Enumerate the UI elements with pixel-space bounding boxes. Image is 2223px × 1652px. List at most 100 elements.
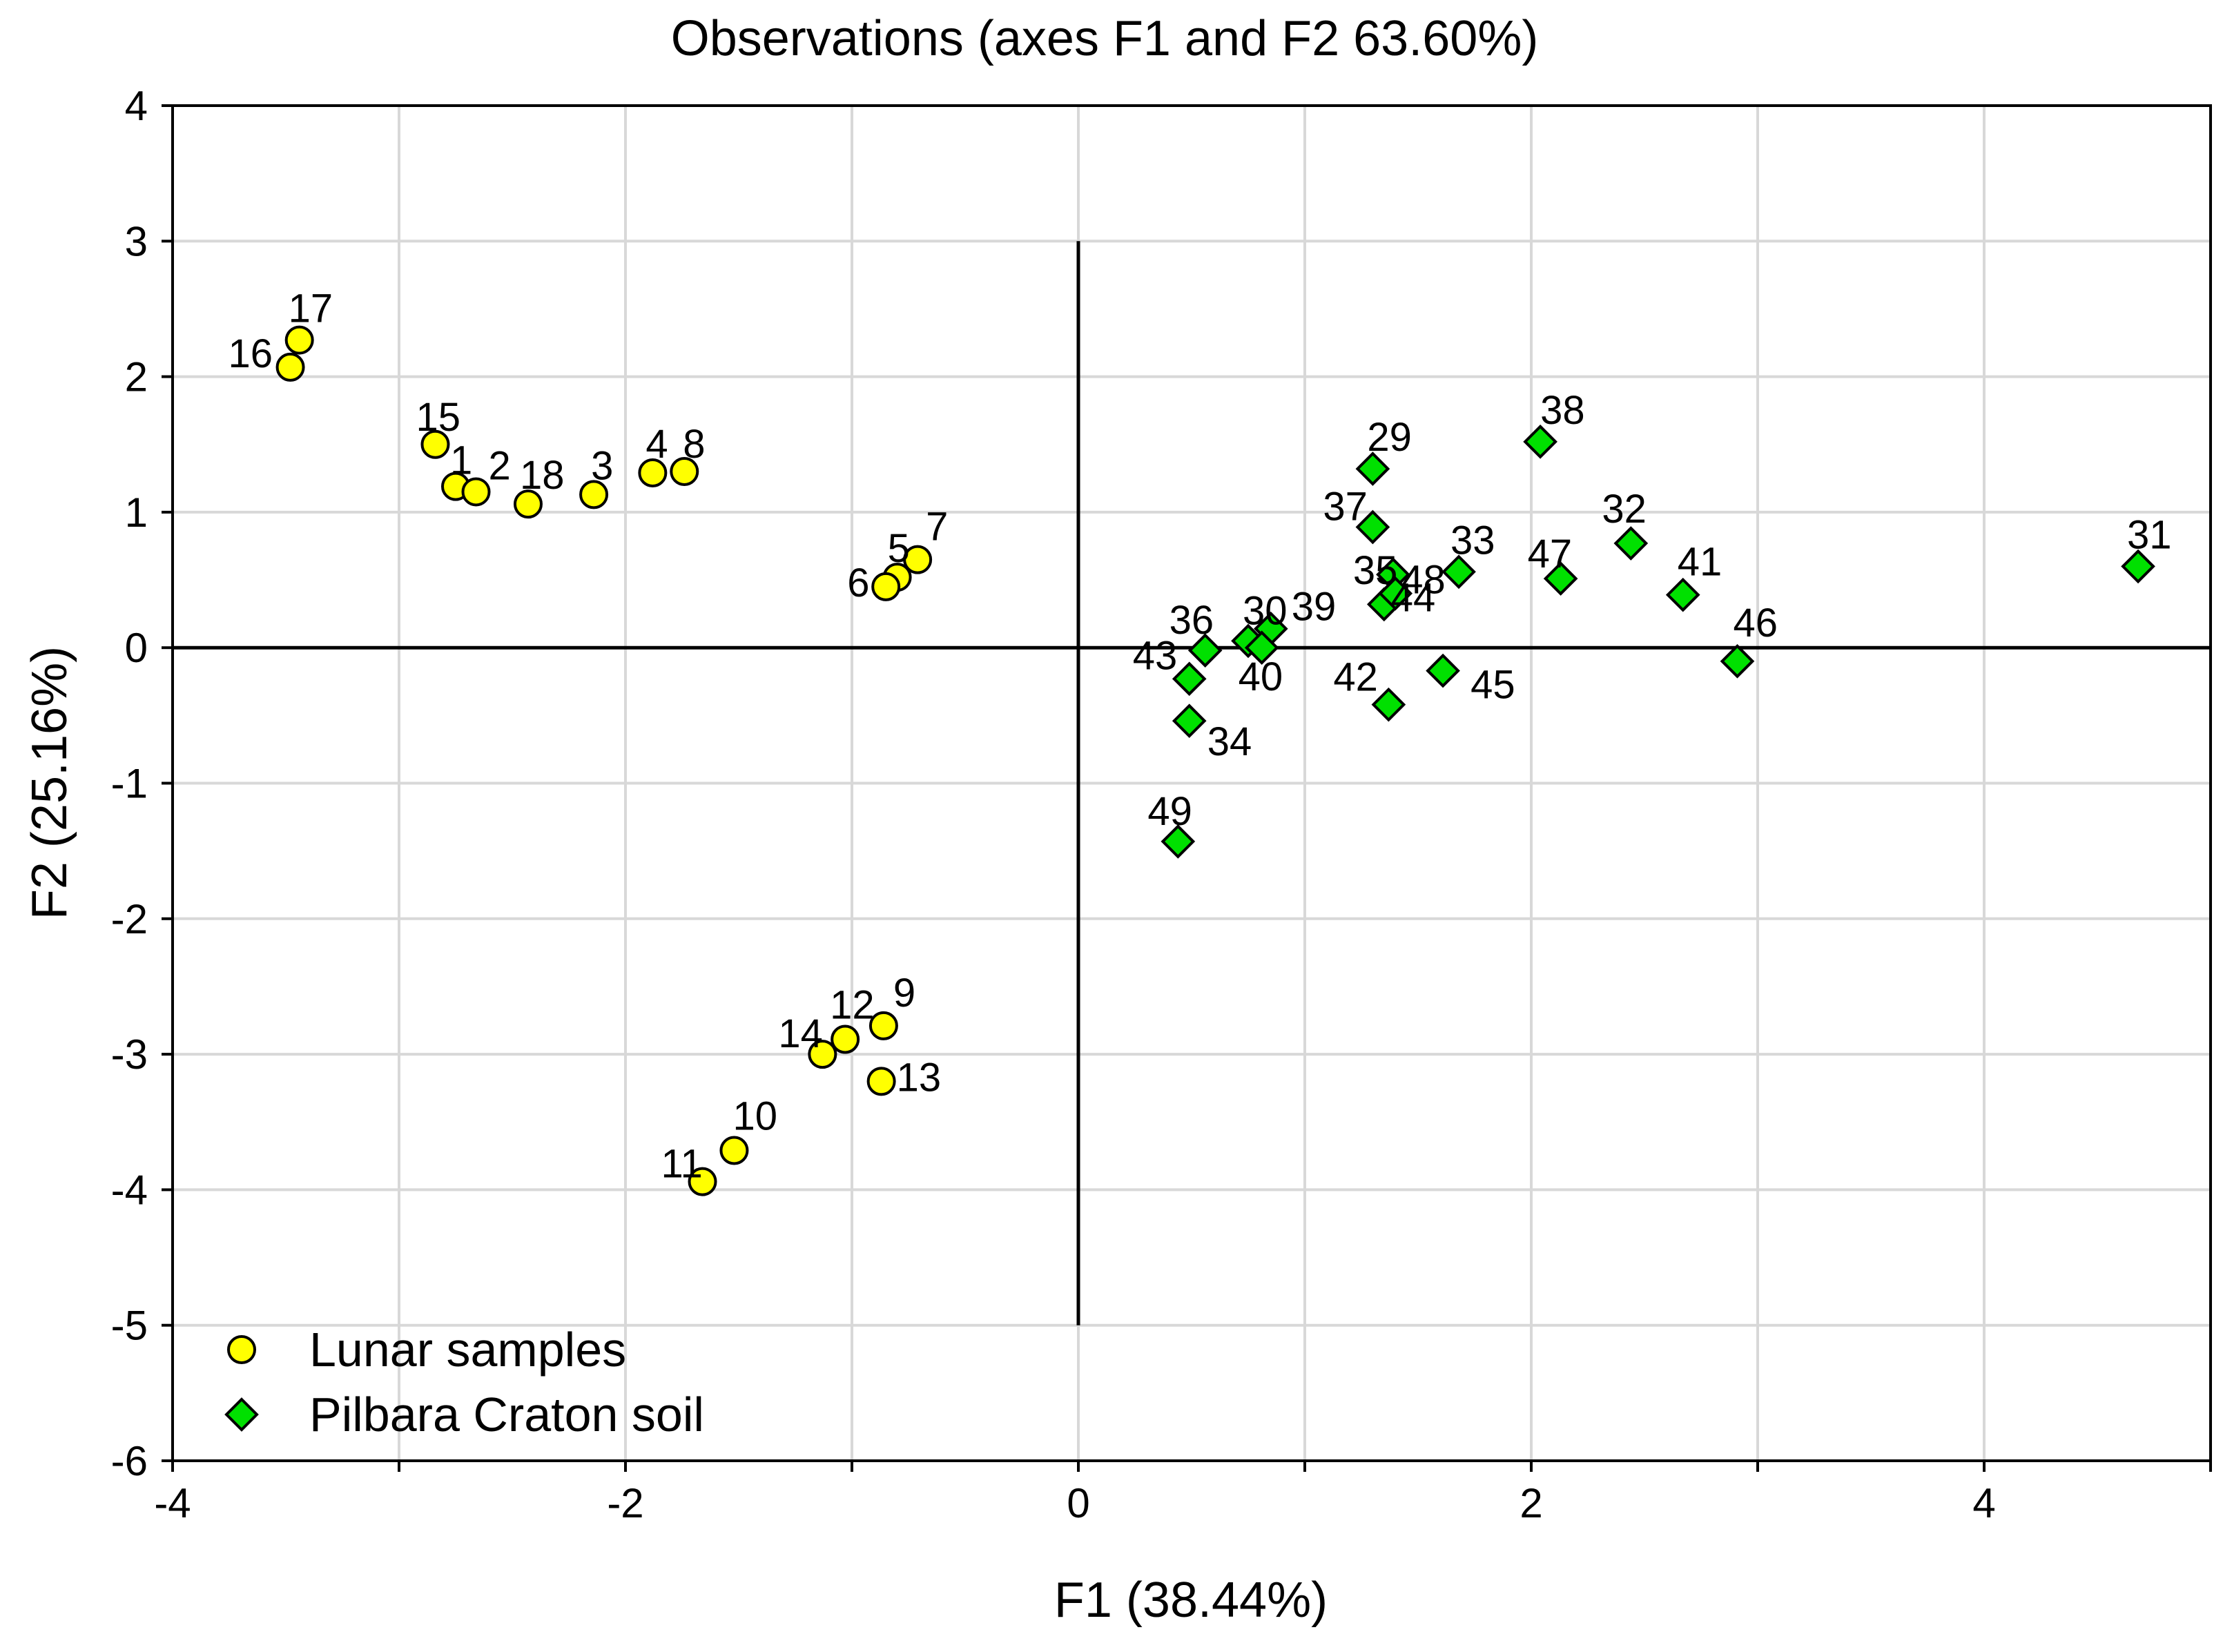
point-label-15: 15 [416,395,460,440]
point-label-7: 7 [926,505,948,550]
point-label-36: 36 [1169,598,1214,643]
point-label-39: 39 [1292,585,1337,630]
point-pilbara-craton-soil-33 [1441,554,1476,590]
point-label-34: 34 [1207,719,1252,764]
point-label-44: 44 [1391,575,1436,620]
y-tick-label: -6 [111,1438,148,1484]
grid-lines [173,106,2211,1461]
x-tick-label: 2 [1520,1480,1542,1526]
point-label-42: 42 [1333,655,1378,700]
point-label-38: 38 [1540,388,1585,433]
point-label-41: 41 [1678,540,1722,585]
point-label-17: 17 [289,286,333,331]
point-pilbara-craton-soil-47 [1543,561,1578,596]
y-tick-label: -4 [111,1167,148,1213]
legend-marker-lunar-samples [227,1335,256,1364]
point-lunar-samples-18 [513,489,543,519]
point-lunar-samples-6 [871,572,901,601]
point-label-16: 16 [229,331,273,376]
y-tick-label: 2 [125,354,148,400]
y-tick-label: -1 [111,761,148,807]
point-pilbara-craton-soil-40 [1244,630,1279,665]
y-tick-label: -2 [111,896,148,942]
point-label-47: 47 [1528,532,1573,576]
point-label-32: 32 [1602,487,1647,532]
point-label-5: 5 [888,526,910,571]
point-pilbara-craton-soil-32 [1613,526,1649,561]
point-pilbara-craton-soil-31 [2121,549,2155,584]
y-tick-label: 1 [125,489,148,536]
point-label-48: 48 [1401,558,1446,603]
point-pilbara-craton-soil-38 [1523,424,1557,459]
point-pilbara-craton-soil-41 [1665,577,1700,612]
legend: Lunar samples Pilbara Craton soil [224,1323,704,1441]
point-pilbara-craton-soil-37 [1355,509,1390,545]
point-label-43: 43 [1133,633,1178,678]
point-label-18: 18 [520,453,565,498]
point-pilbara-craton-soil-29 [1355,451,1390,486]
y-tick-label: -3 [111,1031,148,1078]
point-pilbara-craton-soil-46 [1720,644,1755,679]
point-lunar-samples-2 [461,477,491,507]
point-lunar-samples-14 [808,1040,837,1069]
point-label-37: 37 [1323,484,1368,529]
point-label-12: 12 [830,983,875,1028]
point-lunar-samples-17 [284,325,314,355]
point-label-40: 40 [1239,654,1283,699]
point-pilbara-craton-soil-42 [1371,687,1406,722]
point-label-45: 45 [1470,663,1515,708]
point-lunar-samples-9 [868,1011,898,1040]
point-pilbara-craton-soil-49 [1161,824,1196,859]
y-tick-label: 4 [125,83,148,129]
point-lunar-samples-13 [866,1067,896,1096]
y-tick-label: -5 [111,1303,148,1349]
point-label-2: 2 [489,443,511,488]
x-tick-label: 0 [1067,1480,1089,1526]
point-lunar-samples-10 [719,1136,749,1165]
point-pilbara-craton-soil-36 [1187,633,1223,668]
point-lunar-samples-11 [688,1167,717,1196]
point-label-35: 35 [1353,548,1398,593]
point-lunar-samples-12 [831,1024,860,1054]
point-pilbara-craton-soil-45 [1426,653,1460,688]
point-pilbara-craton-soil-34 [1172,703,1207,739]
point-label-49: 49 [1147,789,1192,834]
y-tick-label: 3 [125,218,148,264]
point-label-29: 29 [1367,415,1412,460]
chart-title: Observations (axes F1 and F2 63.60%) [671,11,1539,66]
point-label-14: 14 [778,1011,823,1056]
point-pilbara-craton-soil-43 [1172,661,1207,697]
x-tick-label: -2 [607,1480,643,1526]
point-label-30: 30 [1243,588,1288,633]
point-lunar-samples-16 [275,352,305,382]
x-tick-label: -4 [154,1480,191,1526]
point-lunar-samples-4 [638,458,668,487]
point-lunar-samples-7 [903,545,933,574]
point-label-11: 11 [661,1142,703,1187]
point-label-8: 8 [683,422,705,467]
point-label-31: 31 [2127,512,2172,557]
point-lunar-samples-8 [670,457,699,487]
point-lunar-samples-3 [579,480,609,509]
point-label-13: 13 [897,1055,942,1100]
point-label-33: 33 [1450,518,1495,563]
data-points [275,325,2155,1196]
point-lunar-samples-15 [420,429,450,459]
point-label-9: 9 [893,971,915,1016]
point-label-3: 3 [591,443,613,488]
legend-marker-pilbara-craton-soil [224,1397,259,1432]
point-label-6: 6 [847,561,869,605]
point-label-10: 10 [732,1094,777,1138]
point-label-1: 1 [450,438,472,483]
y-axis-title: F2 (25.16%) [22,646,77,920]
point-label-46: 46 [1733,601,1778,645]
y-tick-label: 0 [125,625,148,671]
x-tick-label: 4 [1972,1480,1995,1526]
legend-label-pilbara-craton-soil: Pilbara Craton soil [309,1388,704,1441]
x-axis-title: F1 (38.44%) [1054,1573,1328,1628]
point-label-4: 4 [645,422,668,467]
point-labels: 1 2 3 4567891011121314151617182930313233343… [229,286,2172,1187]
point-pilbara-craton-soil-48 [1378,576,1413,611]
